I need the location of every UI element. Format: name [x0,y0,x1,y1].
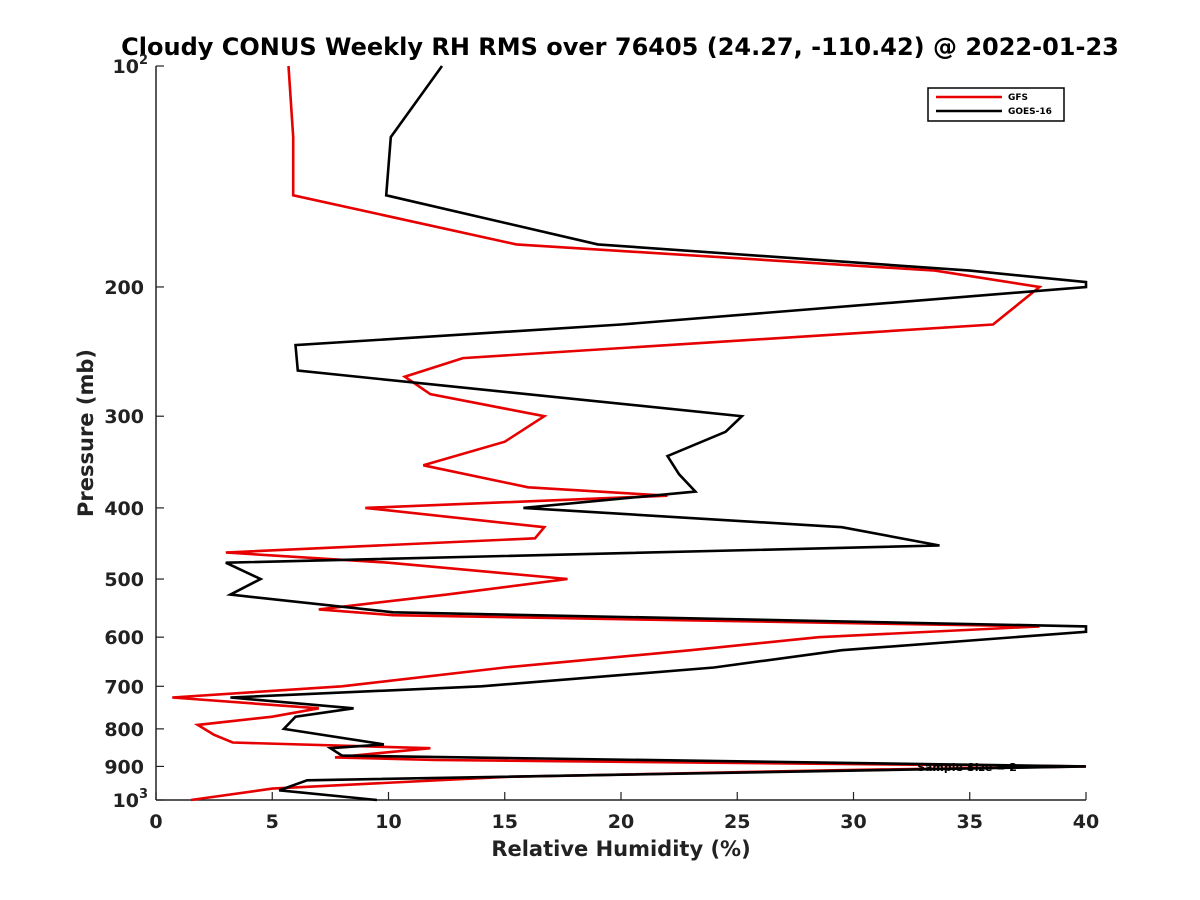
y-tick-label: 400 [104,498,144,520]
x-tick-label: 40 [1073,811,1099,833]
y-tick-label: 200 [104,277,144,299]
x-tick-label: 5 [266,811,279,833]
series-group [172,65,1088,802]
series-line-gfs [172,65,1087,802]
legend: GFS GOES-16 [927,87,1065,122]
x-tick-label: 0 [149,811,162,833]
x-tick-label: 10 [375,811,401,833]
y-tick-label: 103 [113,787,149,812]
axes: 0 5 10 15 20 25 30 35 40 102 200 300 400 500 600 700 800… [104,53,1099,833]
y-tick-label: 800 [104,719,144,741]
y-axis-label: Pressure (mb) [74,349,98,517]
sample-size-annotation: Sample Size = 2 [917,761,1017,774]
legend-label-goes16: GOES-16 [1008,107,1052,117]
y-tick-label: 102 [113,53,149,78]
y-tick-label: 500 [104,569,144,591]
y-tick-label: 900 [104,756,144,778]
series-line-goes-16 [225,65,1088,802]
y-tick-label: 600 [104,627,144,649]
x-tick-label: 15 [492,811,518,833]
legend-label-gfs: GFS [1008,93,1028,103]
y-tick-label: 700 [104,676,144,698]
x-axis-label: Relative Humidity (%) [491,837,750,861]
x-tick-label: 20 [608,811,634,833]
y-tick-label: 300 [104,406,144,428]
legend-box [927,87,1065,122]
chart-title: Cloudy CONUS Weekly RH RMS over 76405 (2… [121,33,1119,61]
x-tick-label: 25 [724,811,750,833]
x-tick-label: 35 [957,811,983,833]
x-tick-label: 30 [840,811,866,833]
